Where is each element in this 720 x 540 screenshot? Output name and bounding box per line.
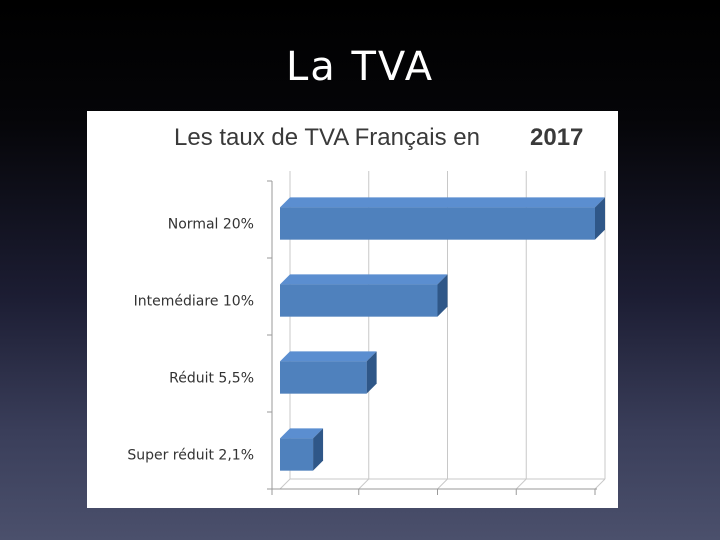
chart-bars [280, 197, 605, 471]
bar-3 [280, 351, 377, 394]
bar-4 [280, 428, 324, 471]
bar-front [280, 207, 595, 240]
gridline-floor [279, 478, 291, 490]
category-label: Super réduit 2,1% [127, 448, 254, 464]
gridline-floor [437, 478, 448, 490]
bar-front [280, 361, 367, 394]
bar-top [280, 351, 377, 362]
bar-side [313, 428, 324, 471]
bar-top [280, 197, 605, 208]
bar-chart: Les taux de TVA Français en 2017 Normal … [127, 124, 606, 495]
bar-side [437, 274, 448, 317]
bar-front [280, 438, 314, 471]
bar-top [280, 428, 324, 439]
slide-title: La TVA [285, 44, 435, 90]
category-label: Réduit 5,5% [169, 371, 254, 387]
category-label: Normal 20% [168, 217, 254, 233]
bar-top [280, 274, 448, 285]
chart-panel: Les taux de TVA Français en 2017 Normal … [87, 111, 618, 508]
chart-title: Les taux de TVA Français en [174, 124, 480, 151]
gridline-floor [594, 478, 606, 490]
category-labels: Normal 20% Intemédiare 10% Réduit 5,5% Supe… [127, 217, 254, 464]
bar-2 [280, 274, 448, 317]
gridline-floor [515, 478, 527, 490]
gridline-floor [358, 478, 370, 490]
chart-axes [267, 180, 597, 495]
bar-front [280, 284, 438, 317]
bar-side [366, 351, 377, 394]
bar-side [595, 197, 605, 240]
bar-1 [280, 197, 605, 240]
chart-title-year: 2017 [530, 124, 583, 151]
category-label: Intemédiare 10% [134, 294, 254, 310]
